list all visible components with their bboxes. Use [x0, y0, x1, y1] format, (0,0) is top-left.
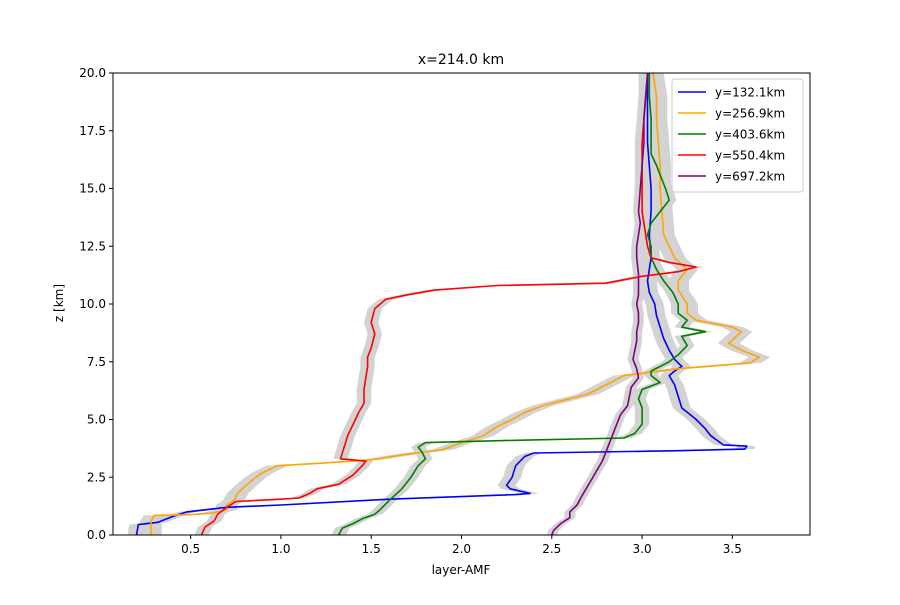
x-tick-label: 1.5: [362, 542, 381, 556]
y-tick-label: 15.0: [79, 182, 106, 196]
series-line-4: [200, 73, 698, 535]
y-tick-label: 12.5: [79, 239, 106, 253]
y-tick-label: 7.5: [87, 355, 106, 369]
x-tick-label: 2.5: [542, 542, 561, 556]
x-tick-label: 2.0: [452, 542, 471, 556]
x-axis-ticks: 0.5 1.0 1.5 2.0 2.5 3.0 3.5: [181, 535, 742, 556]
legend-label: y=403.6km: [715, 128, 785, 142]
uncertainty-band-5: [546, 73, 653, 535]
y-tick-label: 5.0: [87, 413, 106, 427]
legend-label: y=132.1km: [715, 86, 785, 100]
x-tick-label: 1.0: [271, 542, 290, 556]
x-tick-label: 0.5: [181, 542, 200, 556]
x-axis-label: layer-AMF: [432, 563, 491, 577]
legend-label: y=697.2km: [715, 170, 785, 184]
x-tick-label: 3.5: [723, 542, 742, 556]
legend: y=132.1km y=256.9km y=403.6km y=550.4km y=69…: [671, 78, 804, 193]
series-line-5: [551, 73, 649, 535]
x-tick-label: 3.0: [633, 542, 652, 556]
y-tick-label: 0.0: [87, 528, 106, 542]
y-axis-ticks: 0.0 2.5 5.0 7.5 10.0 12.5 15.0 17.5 20.0: [79, 66, 113, 542]
y-tick-label: 17.5: [79, 124, 106, 138]
legend-box: [671, 78, 804, 193]
y-tick-label: 20.0: [79, 66, 106, 80]
series-line-1: [135, 73, 748, 535]
y-tick-label: 10.0: [79, 297, 106, 311]
chart-title: x=214.0 km: [418, 52, 504, 68]
series-line-3: [337, 73, 707, 535]
series-lines: [135, 73, 761, 535]
y-axis-label: z [km]: [52, 284, 66, 322]
series-line-2: [150, 73, 761, 535]
legend-label: y=256.9km: [715, 107, 785, 121]
y-tick-label: 2.5: [87, 470, 106, 484]
legend-label: y=550.4km: [715, 149, 785, 163]
